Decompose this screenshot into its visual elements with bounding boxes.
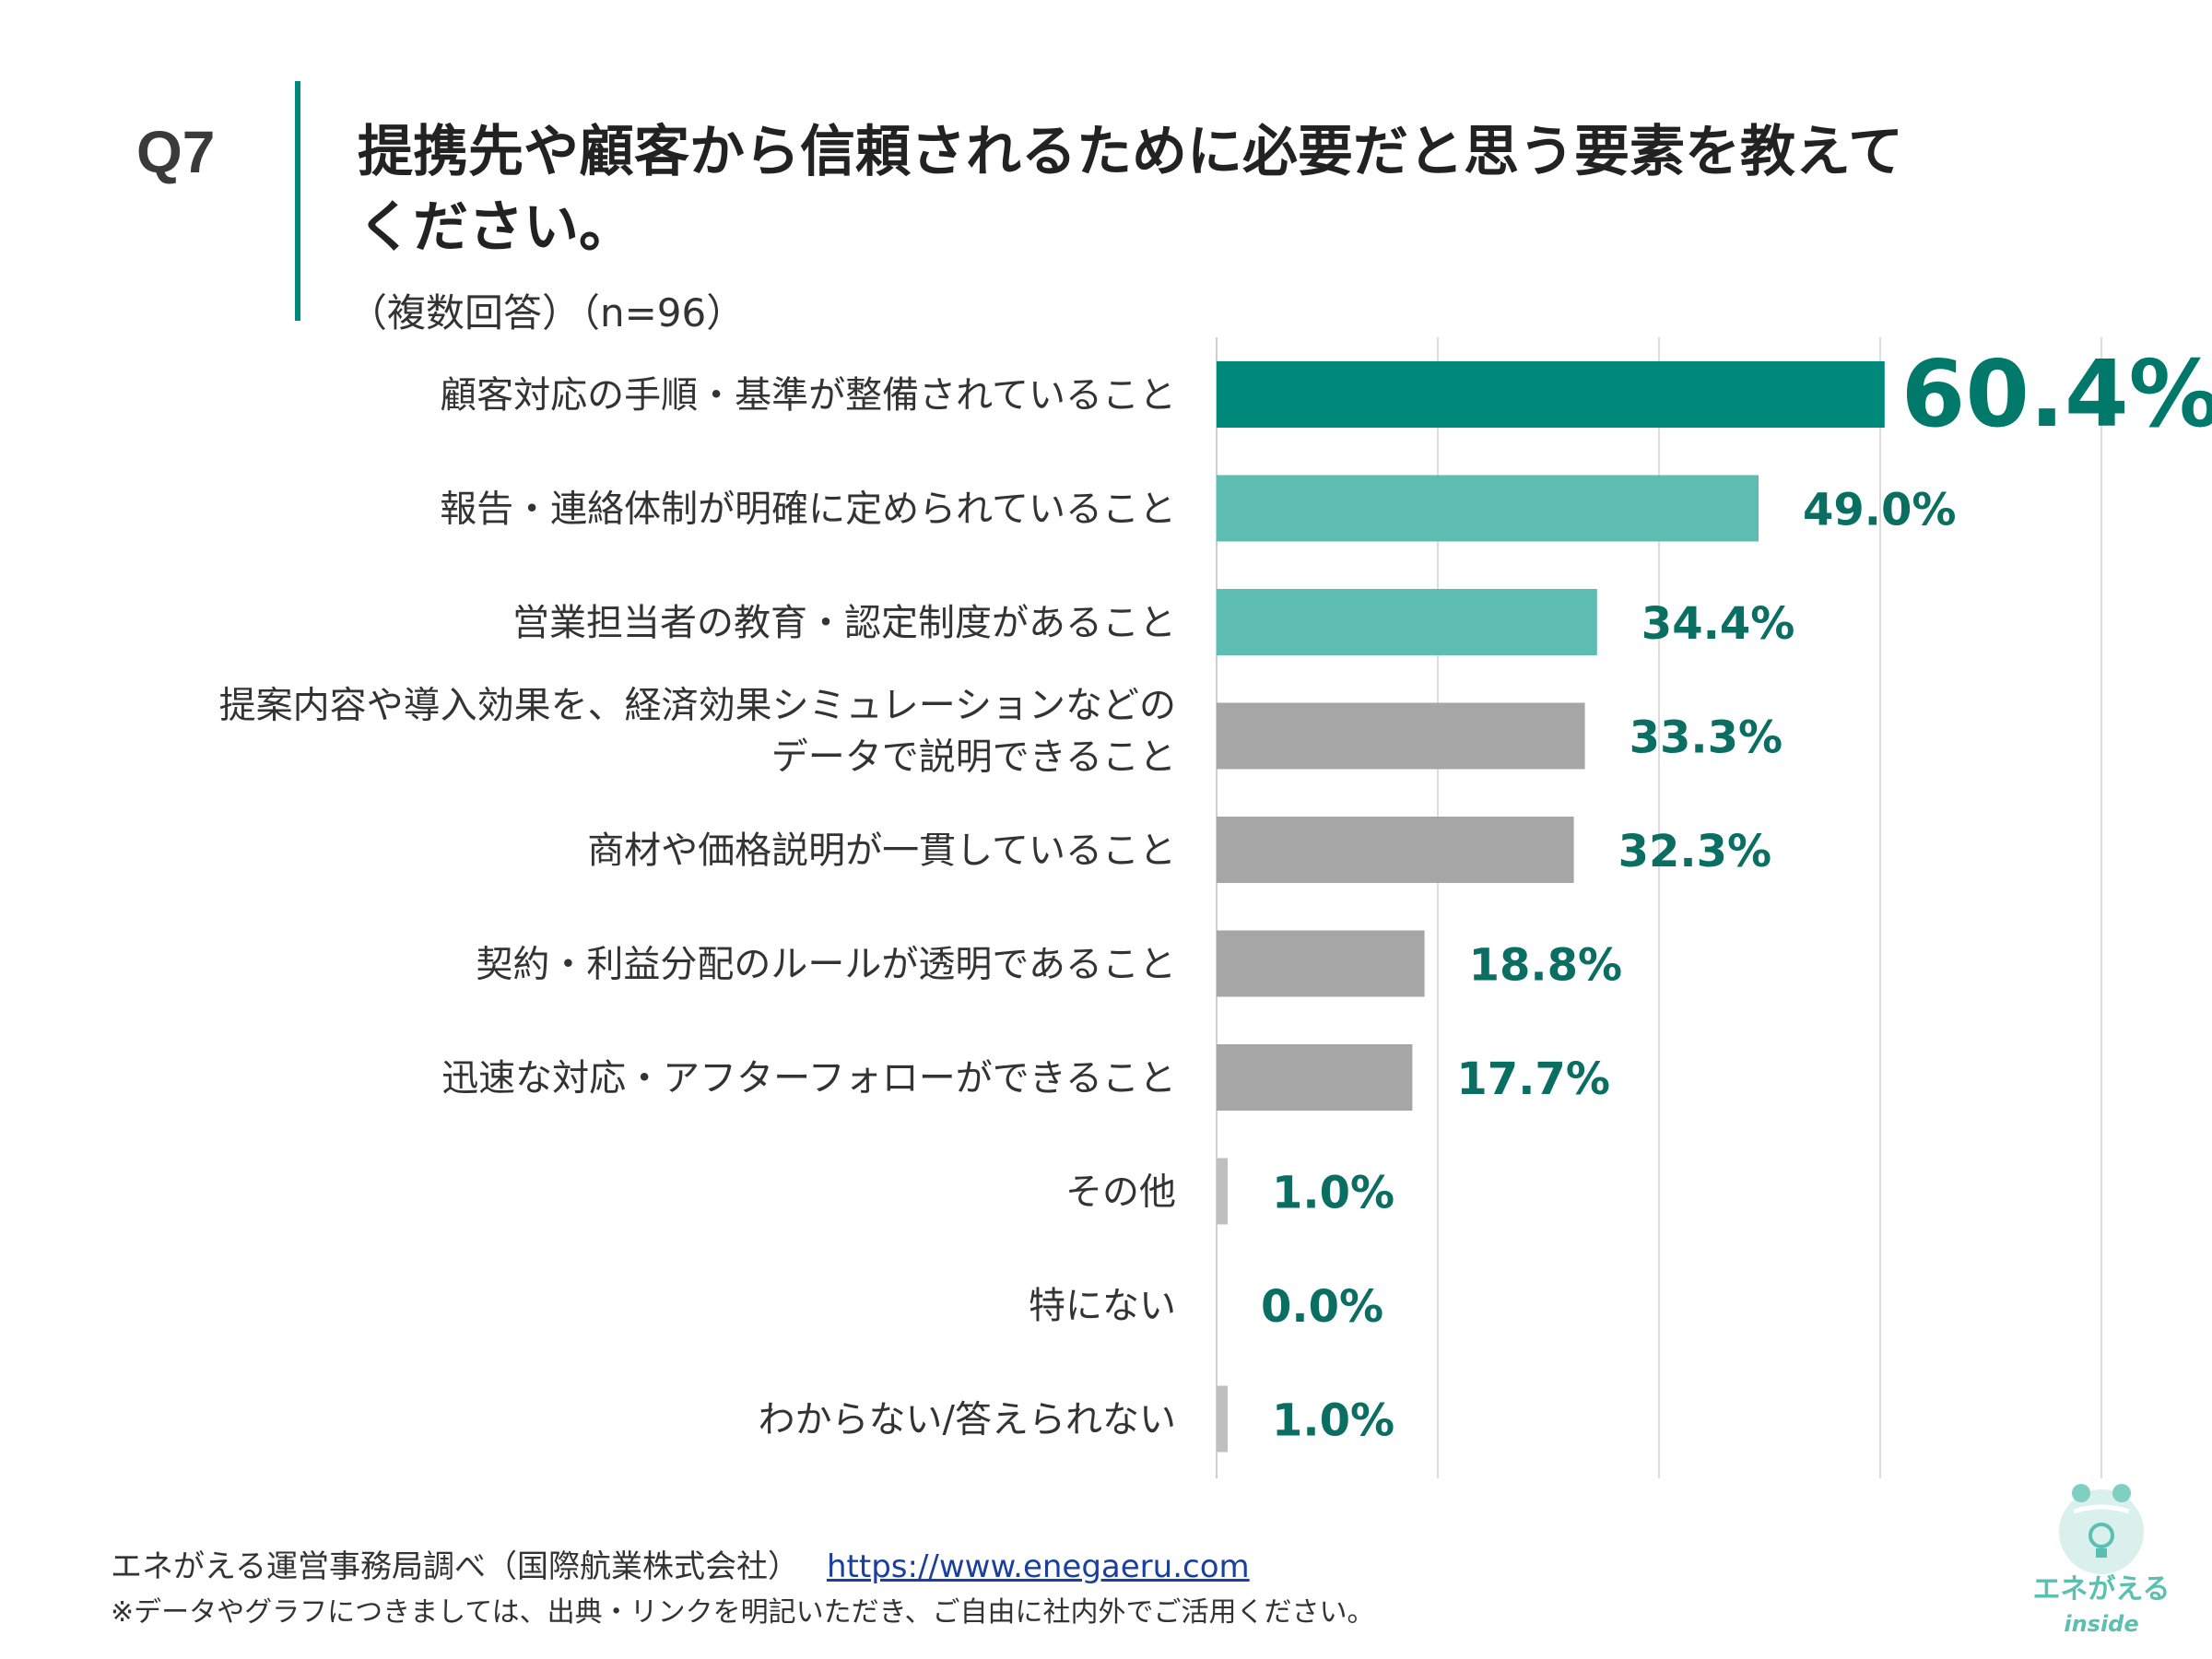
bar [1217, 361, 1885, 428]
data-label: 34.4% [1641, 598, 1795, 650]
data-label: 18.8% [1469, 940, 1623, 992]
data-label: 33.3% [1630, 712, 1783, 764]
frog-bulb-icon [2059, 1484, 2144, 1574]
bar [1217, 1385, 1228, 1453]
bar [1217, 1044, 1413, 1111]
tick-label: その他 [1065, 1171, 1176, 1214]
value-labels: 60.4% 49.0% 34.4% 33.3% 32.3% 18.8% 17.7% 1.0% 0… [1261, 340, 2212, 1447]
bar-chart: 顧客対応の手順・基準が整備されていること報告・連絡体制が明確に定められていること… [219, 337, 2212, 1478]
chart-title: 提携先や顧客から信頼されるために必要だと思う要素を教えてください。 [358, 120, 1903, 260]
tick-label: 商材や価格説明が一貫していること [587, 830, 1176, 872]
bar [1217, 1158, 1228, 1225]
bar [1217, 475, 1759, 542]
data-label: 17.7% [1456, 1053, 1610, 1105]
data-label: 32.3% [1618, 826, 1772, 877]
data-label: 60.4% [1901, 340, 2212, 448]
bars [1217, 361, 1885, 1453]
data-label: 1.0% [1272, 1395, 1394, 1447]
data-label: 1.0% [1272, 1168, 1394, 1219]
logo-sub: inside [2064, 1611, 2139, 1637]
chart-subtitle: （複数回答）（n=96） [348, 290, 746, 335]
source-link[interactable]: https://www.enegaeru.com [826, 1548, 1250, 1585]
question-number: Q7 [136, 119, 216, 185]
tick-label: 特にない [1029, 1285, 1176, 1327]
tick-label: 契約・利益分配のルールが透明であること [476, 944, 1176, 986]
data-label: 0.0% [1261, 1281, 1383, 1333]
title-divider [295, 81, 300, 321]
tick-label: 迅速な対応・アフターフォローができること [441, 1057, 1176, 1100]
tick-label: わからない/答えられない [759, 1399, 1176, 1441]
tick-label: 顧客対応の手順・基準が整備されていること [440, 374, 1176, 417]
tick-label: 提案内容や導入効果を、経済効果シミュレーションなどの [219, 685, 1176, 727]
tick-label: データで説明できること [771, 736, 1176, 779]
footer-source: エネがえる運営事務局調べ（国際航業株式会社） https://www.enegae… [111, 1541, 1250, 1586]
logo-name: エネがえる [2032, 1573, 2171, 1606]
category-labels: 顧客対応の手順・基準が整備されていること報告・連絡体制が明確に定められていること… [219, 374, 1176, 1441]
enegaeru-logo: エネがえる inside [2009, 1475, 2194, 1650]
tick-label: 営業担当者の教育・認定制度があること [512, 602, 1176, 644]
footer-note: ※データやグラフにつきましては、出典・リンクを明記いただき、ご自由に社内外でご活… [111, 1596, 1375, 1629]
bar [1217, 930, 1425, 997]
data-label: 49.0% [1803, 485, 1957, 536]
tick-label: 報告・連絡体制が明確に定められていること [440, 488, 1176, 531]
bar [1217, 817, 1574, 883]
bar [1217, 589, 1597, 655]
bar [1217, 702, 1585, 770]
source-text: エネがえる運営事務局調べ（国際航業株式会社） [111, 1548, 799, 1585]
